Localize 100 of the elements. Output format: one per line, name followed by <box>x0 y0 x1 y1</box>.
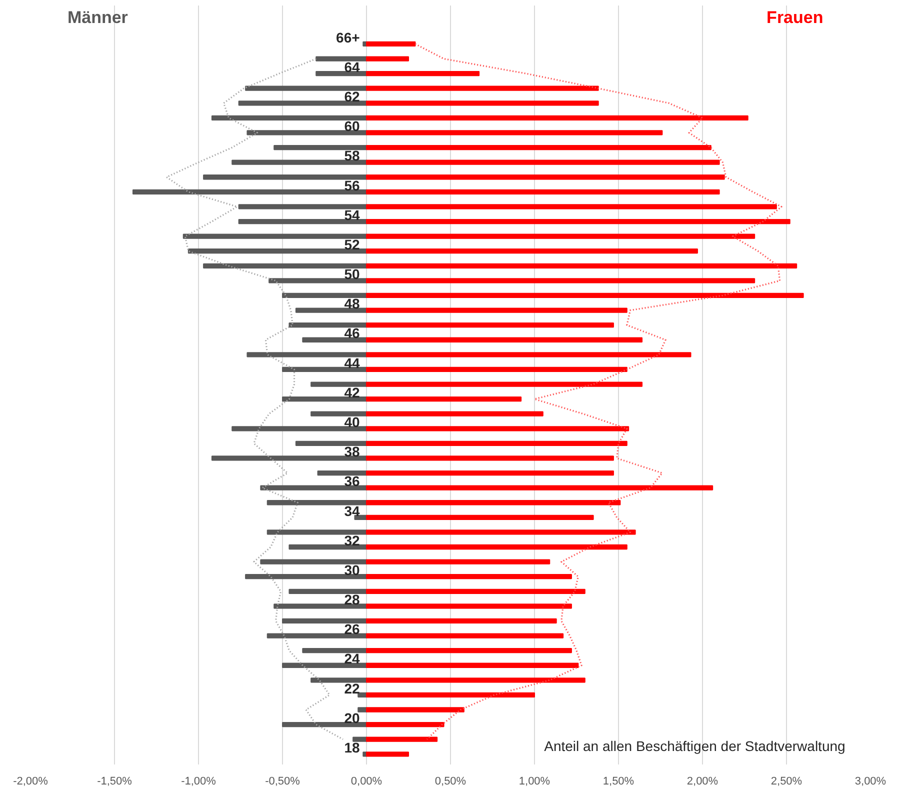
bar <box>366 456 614 461</box>
y-tick-label: 52 <box>344 236 360 252</box>
bar <box>316 56 367 62</box>
bar <box>366 707 464 712</box>
bar <box>266 500 367 506</box>
bar <box>352 736 367 742</box>
bar <box>366 618 557 624</box>
bar <box>366 56 409 62</box>
bar <box>366 248 698 254</box>
bar <box>366 574 572 580</box>
bar <box>132 189 367 194</box>
y-tick-label: 32 <box>344 532 360 548</box>
bar <box>246 130 367 136</box>
bar <box>366 426 630 432</box>
bar <box>232 160 367 165</box>
bar <box>366 633 564 638</box>
bar <box>366 218 790 224</box>
bar <box>366 174 725 180</box>
y-tick-label: 26 <box>344 621 360 638</box>
bar <box>310 678 367 683</box>
bar <box>366 396 522 402</box>
x-tick-label: -0,50% <box>265 776 300 788</box>
bar <box>245 574 367 580</box>
bar <box>266 530 367 535</box>
y-tick-label: 20 <box>344 710 360 726</box>
bar <box>282 292 367 298</box>
x-tick-label: 3,00% <box>854 776 886 788</box>
bar <box>182 234 367 239</box>
bar <box>211 115 367 121</box>
x-tick-label: -2,00% <box>13 776 48 788</box>
bar <box>295 440 367 446</box>
bar <box>366 470 614 476</box>
bar <box>366 263 798 268</box>
bar <box>203 263 367 268</box>
bar <box>366 411 544 416</box>
bar <box>366 678 586 683</box>
bar <box>366 530 636 535</box>
bar <box>366 115 748 121</box>
y-tick-label: 48 <box>344 296 360 312</box>
bar <box>354 514 367 520</box>
bar <box>366 292 804 298</box>
x-tick-label: 2,00% <box>686 776 718 788</box>
y-tick-label: 38 <box>344 444 360 460</box>
bar <box>366 382 643 387</box>
bar <box>366 722 444 728</box>
y-tick-label: 50 <box>344 266 360 282</box>
bar <box>366 278 756 284</box>
y-tick-label: 40 <box>344 414 360 430</box>
x-tick-label: 0,00% <box>350 776 382 788</box>
y-tick-label: 64 <box>344 58 360 75</box>
bar <box>238 218 367 224</box>
bar <box>366 544 628 550</box>
bar <box>366 648 572 654</box>
bar <box>188 248 367 254</box>
annotation: Anteil an allen Beschäftigen der Stadtverwaltung <box>544 738 846 754</box>
bar <box>282 396 367 402</box>
bar <box>366 485 714 490</box>
bar <box>238 204 367 210</box>
bar <box>366 352 692 358</box>
bar <box>295 308 367 313</box>
bar <box>316 70 367 76</box>
x-tick-label: 1,50% <box>602 776 634 788</box>
bar <box>366 189 720 194</box>
y-tick-label: 42 <box>344 384 360 400</box>
y-tick-label: 44 <box>344 354 360 371</box>
y-tick-label: 62 <box>344 88 360 104</box>
y-tick-label: 18 <box>344 739 360 756</box>
bar <box>366 204 777 210</box>
y-tick-label: 60 <box>344 118 360 134</box>
bar <box>366 440 628 446</box>
bar <box>274 144 367 150</box>
y-tick-label: 66+ <box>336 29 360 46</box>
bar <box>366 692 535 698</box>
bar <box>366 337 643 342</box>
x-tick-label: 0,50% <box>434 776 466 788</box>
bar <box>268 278 367 284</box>
bar <box>246 352 367 358</box>
bar <box>366 160 720 165</box>
y-tick-label: 34 <box>344 502 360 519</box>
bar <box>288 588 367 594</box>
bar <box>366 500 621 506</box>
bar <box>366 308 628 313</box>
bar <box>238 100 367 106</box>
bar <box>358 707 367 712</box>
y-tick-label: 36 <box>344 473 360 490</box>
bar <box>288 322 367 328</box>
bar <box>282 662 367 668</box>
bar <box>366 514 594 520</box>
bar <box>282 366 367 372</box>
text: Männer <box>67 8 128 27</box>
bar <box>366 100 599 106</box>
y-tick-label: 28 <box>344 592 360 608</box>
bar <box>366 130 663 136</box>
bar <box>232 426 367 432</box>
bar <box>203 174 367 180</box>
bar <box>366 736 438 742</box>
x-tick-label: 2,50% <box>770 776 802 788</box>
bar <box>310 382 367 387</box>
bar <box>366 144 712 150</box>
bar <box>282 618 367 624</box>
